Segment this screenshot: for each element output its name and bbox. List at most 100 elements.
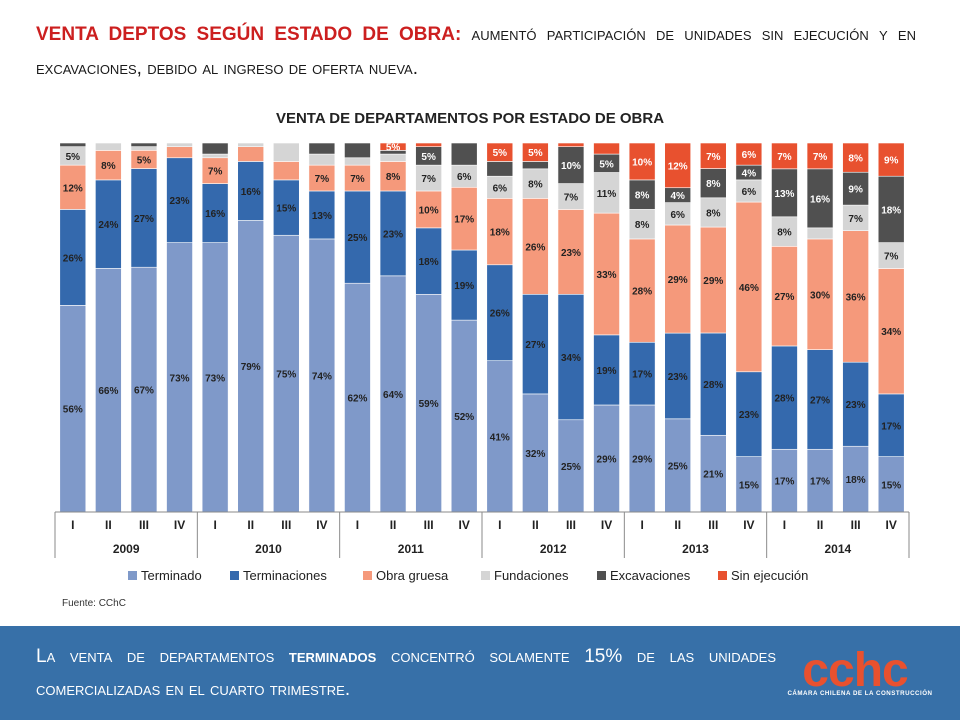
year-label: 2010 [255, 542, 282, 556]
data-label: 56% [63, 405, 83, 416]
data-label: 16% [241, 187, 261, 198]
data-label: 17% [810, 477, 830, 488]
bar-segment [344, 282, 371, 513]
legend-label: Obra gruesa [376, 568, 449, 583]
bar-segment [771, 216, 798, 247]
data-label: 29% [668, 275, 688, 286]
bar-segment [735, 142, 763, 166]
data-label: 7% [315, 174, 330, 185]
data-label: 18% [846, 475, 866, 486]
data-label: 4% [742, 169, 757, 180]
legend-label: Sin ejecución [731, 568, 808, 583]
data-label: 27% [810, 395, 830, 406]
legend-swatch [363, 571, 372, 580]
data-label: 8% [101, 161, 116, 172]
bar-segment [628, 209, 656, 240]
footer-text: La venta de departamentos terminados con… [36, 640, 776, 706]
legend-label: Terminaciones [243, 568, 327, 583]
bar-segment [842, 445, 869, 513]
bar-segment [415, 227, 442, 295]
legend-swatch [230, 571, 239, 580]
data-label: 18% [490, 228, 510, 239]
bar-segment [450, 142, 478, 166]
bar-segment [557, 293, 585, 421]
bar-segment [664, 224, 692, 334]
bar-segment [771, 142, 798, 170]
data-label: 73% [170, 373, 190, 384]
bar-segment [877, 242, 905, 269]
year-label: 2009 [113, 542, 140, 556]
data-label: 26% [490, 309, 510, 320]
bar-segment [877, 268, 905, 395]
data-label: 8% [706, 179, 721, 190]
bar-segment [272, 234, 300, 513]
quarter-label: III [566, 518, 576, 532]
data-label: 7% [884, 252, 899, 263]
data-label: 5% [137, 155, 152, 166]
data-label: 6% [493, 183, 508, 194]
footer-text-highlight: terminados [288, 646, 377, 667]
bar-segment [415, 293, 442, 513]
bar-segment [593, 212, 620, 336]
quarter-label: IV [743, 518, 754, 532]
year-label: 2014 [824, 542, 851, 556]
bar-segment [522, 168, 549, 199]
data-label: 7% [350, 174, 365, 185]
data-label: 17% [774, 477, 794, 488]
legend-swatch [718, 571, 727, 580]
quarter-label: III [708, 518, 718, 532]
bar-segment [95, 179, 122, 269]
bar-segment [877, 393, 905, 457]
bar-segment [557, 419, 585, 513]
bar-segment [59, 305, 87, 513]
bar-segment [450, 249, 478, 321]
bar-segment [166, 157, 193, 243]
data-label: 7% [813, 152, 828, 163]
bar-segment [522, 142, 549, 162]
bar-segment [522, 293, 549, 395]
chart-title: VENTA DE DEPARTAMENTOS POR ESTADO DE OBR… [276, 110, 664, 127]
bar-segment [806, 142, 834, 170]
bar-segment [201, 142, 229, 155]
bar-segment [166, 142, 193, 147]
bar-segment [842, 204, 869, 231]
data-label: 23% [561, 248, 581, 259]
bar-segment [664, 332, 692, 420]
bar-segment [344, 157, 371, 166]
bar-segment [557, 183, 585, 210]
data-label: 25% [347, 233, 367, 244]
quarter-label: IV [601, 518, 612, 532]
data-label: 27% [525, 340, 545, 351]
quarter-label: II [674, 518, 681, 532]
bar-segment [771, 246, 798, 347]
data-label: 5% [599, 159, 614, 170]
data-label: 6% [742, 187, 757, 198]
bar-segment [593, 172, 620, 214]
data-label: 36% [846, 292, 866, 303]
data-label: 8% [386, 172, 401, 183]
bar-segment [166, 146, 193, 159]
bar-segment [486, 360, 514, 513]
data-label: 15% [276, 204, 296, 215]
headline: VENTA DEPTOS SEGÚN ESTADO DE OBRA: aumen… [36, 18, 916, 86]
bar-segment [699, 226, 727, 334]
data-label: 23% [170, 196, 190, 207]
quarter-label: II [532, 518, 539, 532]
data-label: 23% [668, 372, 688, 383]
bar-segment [664, 418, 692, 513]
data-label: 12% [668, 161, 688, 172]
data-label: 8% [706, 208, 721, 219]
bar-segment [628, 142, 656, 181]
data-label: 10% [419, 205, 439, 216]
data-label: 7% [848, 214, 863, 225]
quarter-label: II [817, 518, 824, 532]
data-label: 27% [134, 214, 154, 225]
bar-segment [237, 142, 265, 147]
quarter-label: III [424, 518, 434, 532]
quarter-label: III [851, 518, 861, 532]
data-label: 28% [774, 394, 794, 405]
bar-segment [557, 142, 585, 147]
data-label: 13% [774, 189, 794, 200]
legend-swatch [597, 571, 606, 580]
bar-segment [166, 242, 193, 513]
